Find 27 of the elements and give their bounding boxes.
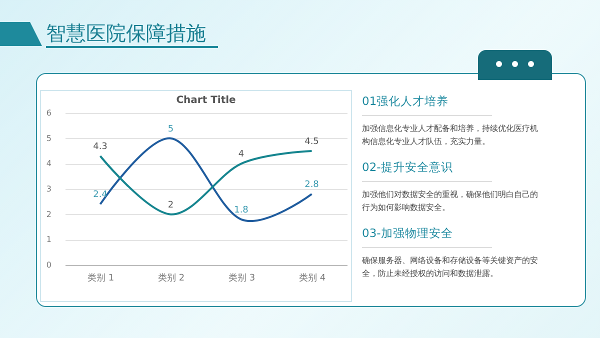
chart-title: Chart Title [176,95,236,106]
text: 智慧医院保障措施 [46,20,218,48]
x-tick-label: 类别 2 [158,272,185,284]
data-label: 4 [238,150,244,160]
text: 03-加强物理安全 [362,226,492,248]
y-tick-label: 3 [46,184,52,194]
y-tick-label: 0 [46,260,52,270]
y-tick-label: 1 [46,235,52,244]
text: 01强化人才培养 [362,94,492,116]
y-tick-label: 4 [46,159,52,168]
x-tick-label: 类别 3 [228,272,256,284]
y-tick-label: 6 [46,108,52,118]
data-label: 5 [168,124,174,134]
data-label: 2.8 [304,180,320,190]
data-label: 2.4 [93,190,108,200]
y-tick-label: 5 [46,134,52,143]
data-label: 2 [168,200,174,210]
text: 加强信息化专业人才配备和培养，持续优化医疗机构信息化专业人才队伍，充实力量。 [362,123,539,148]
x-tick-label: 类别 1 [87,272,114,284]
y-tick-label: 2 [46,210,52,219]
data-label: 4.3 [93,142,108,152]
x-tick-label: 类别 4 [298,272,326,284]
data-label: 4.5 [304,137,319,147]
text: 确保服务器、网络设备和存储设备等关键资产的安全，防止未经授权的访问和数据泄露。 [362,255,539,280]
text: 加强他们对数据安全的重视，确保他们明白自己的行为如何影响数据安全。 [362,189,539,214]
data-label: 1.8 [234,205,249,216]
text: 02-提升安全意识 [362,160,492,182]
